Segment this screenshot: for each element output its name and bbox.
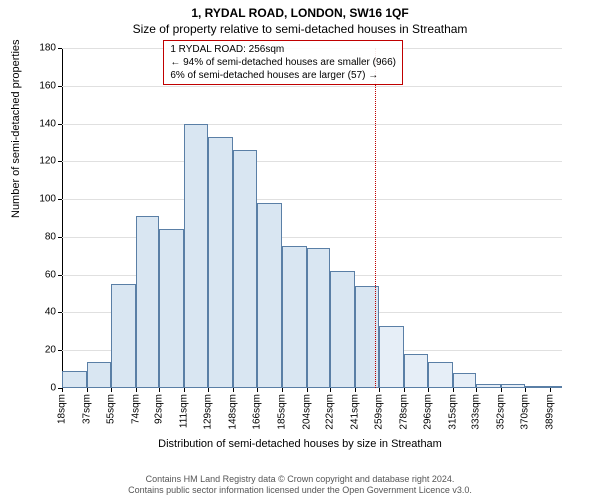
histogram-bar (379, 326, 404, 388)
x-tick-label: 352sqm (496, 394, 507, 430)
x-tick-label: 278sqm (399, 394, 410, 430)
y-tick-label: 40 (16, 307, 56, 318)
y-tick-label: 80 (16, 231, 56, 242)
x-tick (208, 388, 209, 392)
x-tick (428, 388, 429, 392)
histogram-bar (233, 150, 257, 388)
x-tick-label: 166sqm (251, 394, 262, 430)
x-tick-label: 148sqm (228, 394, 239, 430)
x-tick-label: 55sqm (105, 394, 116, 424)
annotation-line: 1 RYDAL ROAD: 256sqm (170, 43, 396, 56)
x-tick (233, 388, 234, 392)
histogram-bar (208, 137, 233, 388)
histogram-bar (159, 229, 184, 388)
y-tick-label: 180 (16, 43, 56, 54)
histogram-bar (501, 384, 525, 388)
x-tick-label: 315sqm (447, 394, 458, 430)
y-tick (58, 237, 62, 238)
histogram-bar (62, 371, 87, 388)
x-tick (282, 388, 283, 392)
property-marker-line (375, 48, 376, 388)
y-tick-label: 100 (16, 194, 56, 205)
y-tick-label: 60 (16, 269, 56, 280)
y-tick (58, 350, 62, 351)
x-tick (379, 388, 380, 392)
y-tick (58, 124, 62, 125)
y-tick (58, 312, 62, 313)
x-tick (476, 388, 477, 392)
x-tick-label: 74sqm (130, 394, 141, 424)
x-tick-label: 296sqm (422, 394, 433, 430)
x-tick-label: 222sqm (325, 394, 336, 430)
x-tick-label: 185sqm (276, 394, 287, 430)
x-tick (62, 388, 63, 392)
y-tick-label: 0 (16, 383, 56, 394)
chart-root: 1, RYDAL ROAD, LONDON, SW16 1QF Size of … (0, 0, 600, 500)
histogram-bar (550, 386, 562, 388)
histogram-bar (428, 362, 453, 388)
x-tick-label: 370sqm (520, 394, 531, 430)
y-axis (62, 48, 63, 388)
histogram-bar (136, 216, 160, 388)
histogram-bar (453, 373, 477, 388)
histogram-bar (525, 386, 550, 388)
x-tick (159, 388, 160, 392)
footer-line: Contains public sector information licen… (0, 485, 600, 496)
x-tick (550, 388, 551, 392)
x-tick-label: 389sqm (545, 394, 556, 430)
x-tick (355, 388, 356, 392)
x-tick (257, 388, 258, 392)
x-tick (330, 388, 331, 392)
attribution-footer: Contains HM Land Registry data © Crown c… (0, 474, 600, 496)
footer-line: Contains HM Land Registry data © Crown c… (0, 474, 600, 485)
x-tick-label: 204sqm (301, 394, 312, 430)
x-tick (111, 388, 112, 392)
histogram-bar (111, 284, 136, 388)
y-tick (58, 86, 62, 87)
y-tick (58, 199, 62, 200)
y-tick (58, 275, 62, 276)
y-tick-label: 120 (16, 156, 56, 167)
x-tick (184, 388, 185, 392)
histogram-bar (330, 271, 355, 388)
histogram-bar (404, 354, 428, 388)
x-tick (307, 388, 308, 392)
plot-area: 02040608010012014016018018sqm37sqm55sqm7… (62, 48, 562, 388)
x-tick-label: 333sqm (471, 394, 482, 430)
y-tick (58, 161, 62, 162)
x-tick (525, 388, 526, 392)
chart-title: 1, RYDAL ROAD, LONDON, SW16 1QF (0, 6, 600, 20)
histogram-bar (307, 248, 331, 388)
y-tick-label: 20 (16, 345, 56, 356)
x-tick-label: 37sqm (82, 394, 93, 424)
histogram-bar (184, 124, 208, 388)
histogram-bar (282, 246, 307, 388)
x-tick (501, 388, 502, 392)
histogram-bar (87, 362, 111, 388)
gridline (62, 199, 562, 200)
annotation-line: 6% of semi-detached houses are larger (5… (170, 69, 396, 82)
x-tick (404, 388, 405, 392)
x-axis-label: Distribution of semi-detached houses by … (0, 438, 600, 450)
y-tick-label: 160 (16, 80, 56, 91)
annotation-line: ← 94% of semi-detached houses are smalle… (170, 56, 396, 69)
x-tick (453, 388, 454, 392)
histogram-bar (257, 203, 282, 388)
x-tick-label: 129sqm (203, 394, 214, 430)
x-tick-label: 259sqm (374, 394, 385, 430)
x-tick-label: 241sqm (350, 394, 361, 430)
x-tick-label: 111sqm (179, 394, 190, 428)
histogram-bar (476, 384, 501, 388)
x-tick-label: 92sqm (154, 394, 165, 424)
x-tick (136, 388, 137, 392)
x-tick-label: 18sqm (57, 394, 68, 424)
gridline (62, 86, 562, 87)
gridline (62, 124, 562, 125)
annotation-box: 1 RYDAL ROAD: 256sqm← 94% of semi-detach… (163, 40, 403, 85)
gridline (62, 161, 562, 162)
y-tick (58, 48, 62, 49)
chart-subtitle: Size of property relative to semi-detach… (0, 22, 600, 36)
y-tick-label: 140 (16, 118, 56, 129)
x-tick (87, 388, 88, 392)
